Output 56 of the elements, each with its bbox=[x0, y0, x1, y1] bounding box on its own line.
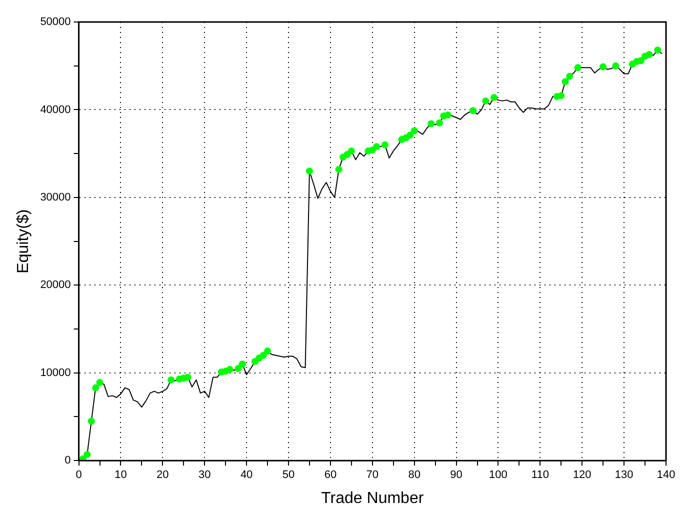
point bbox=[562, 78, 569, 86]
x-tick-label: 100 bbox=[489, 469, 508, 482]
y-tick-label: 40000 bbox=[40, 104, 71, 116]
point bbox=[238, 360, 246, 368]
point bbox=[306, 168, 313, 175]
point bbox=[234, 364, 242, 372]
y-tick-label: 30000 bbox=[40, 191, 71, 204]
point bbox=[264, 347, 272, 354]
point bbox=[96, 379, 104, 386]
y-tick-label: 0 bbox=[64, 454, 71, 467]
x-tick-label: 130 bbox=[614, 469, 634, 482]
point bbox=[612, 62, 620, 70]
point bbox=[470, 107, 477, 114]
y-tick-label: 20000 bbox=[40, 279, 71, 292]
x-tick-label: 90 bbox=[450, 469, 462, 482]
point bbox=[84, 450, 91, 458]
point bbox=[410, 127, 418, 134]
point bbox=[654, 46, 662, 54]
point bbox=[335, 166, 342, 173]
x-axis-title: Trade Number bbox=[321, 490, 424, 507]
x-tick-label: 30 bbox=[198, 469, 211, 482]
point bbox=[226, 366, 234, 373]
y-axis-title: Equity($) bbox=[15, 209, 32, 274]
point bbox=[88, 418, 95, 425]
point bbox=[646, 50, 653, 58]
y-tick-label: 10000 bbox=[40, 366, 71, 379]
x-tick-label: 70 bbox=[366, 469, 379, 482]
y-tick-label: 50000 bbox=[40, 16, 71, 28]
x-tick-label: 110 bbox=[531, 469, 549, 482]
point bbox=[574, 64, 582, 72]
point bbox=[348, 147, 355, 154]
x-tick-label: 120 bbox=[572, 469, 592, 482]
point bbox=[490, 94, 498, 101]
point bbox=[168, 376, 175, 384]
point bbox=[381, 141, 388, 148]
point bbox=[406, 132, 414, 139]
point bbox=[260, 352, 267, 359]
x-tick-label: 20 bbox=[156, 469, 169, 482]
point bbox=[373, 143, 380, 150]
point bbox=[558, 92, 565, 100]
x-tick-label: 40 bbox=[240, 469, 253, 482]
point bbox=[482, 97, 490, 104]
x-tick-label: 80 bbox=[408, 469, 420, 482]
point bbox=[566, 72, 574, 80]
point bbox=[92, 384, 100, 392]
x-tick-label: 60 bbox=[324, 469, 337, 482]
x-tick-label: 50 bbox=[282, 469, 295, 482]
x-tick-label: 10 bbox=[114, 469, 127, 482]
x-tick-label: 140 bbox=[656, 469, 676, 482]
point bbox=[637, 57, 644, 64]
point bbox=[184, 374, 192, 381]
point bbox=[600, 63, 607, 70]
point bbox=[436, 119, 444, 126]
x-tick-label: 0 bbox=[76, 469, 82, 482]
point bbox=[444, 111, 452, 118]
point bbox=[428, 120, 435, 128]
